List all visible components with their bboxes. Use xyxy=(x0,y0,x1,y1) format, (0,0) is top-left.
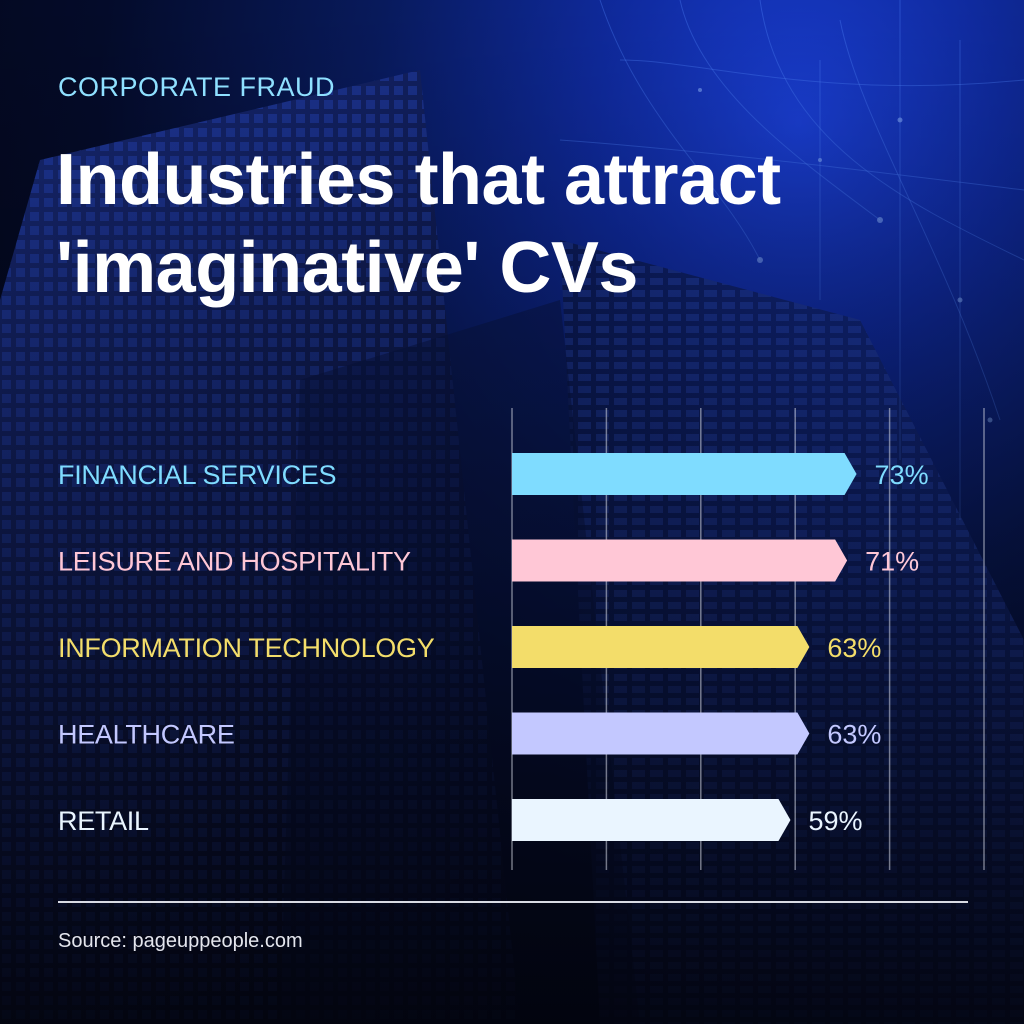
bar xyxy=(512,799,791,841)
value-label: 63% xyxy=(827,720,881,750)
bar xyxy=(512,539,848,582)
footer-divider xyxy=(58,901,968,903)
bar xyxy=(512,712,810,755)
category-label: RETAIL xyxy=(58,806,149,836)
category-label: LEISURE AND HOSPITALITY xyxy=(58,547,411,577)
value-labels: 73% 71% 63% 63% 59% xyxy=(808,460,928,836)
bar-group xyxy=(512,453,857,841)
value-label: 59% xyxy=(808,806,862,836)
value-label: 73% xyxy=(875,460,929,490)
value-label: 71% xyxy=(865,547,919,577)
title-line-2: 'imaginative' CVs xyxy=(56,228,638,308)
category-label: FINANCIAL SERVICES xyxy=(58,460,336,490)
source-note: Source: pageuppeople.com xyxy=(58,930,303,952)
bar xyxy=(512,453,857,495)
category-label: INFORMATION TECHNOLOGY xyxy=(58,633,435,663)
category-label: HEALTHCARE xyxy=(58,720,235,750)
title-line-1: Industries that attract xyxy=(56,140,781,220)
value-label: 63% xyxy=(827,633,881,663)
category-labels: FINANCIAL SERVICES LEISURE AND HOSPITALIT… xyxy=(58,460,435,836)
bar xyxy=(512,626,810,668)
kicker-label: CORPORATE FRAUD xyxy=(58,72,336,102)
page-title: Industries that attract 'imaginative' CV… xyxy=(56,136,956,312)
